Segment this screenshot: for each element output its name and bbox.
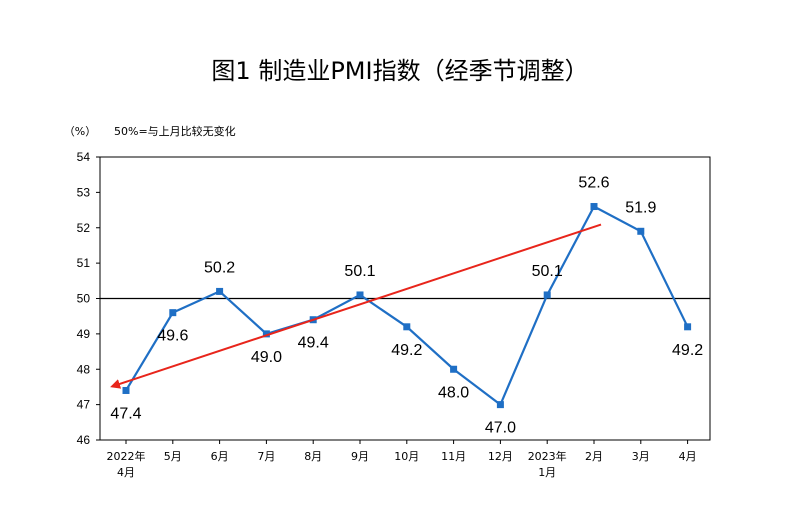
x-tick-label: 6月 <box>211 450 229 463</box>
data-label: 49.0 <box>251 349 282 366</box>
unit-label: （%） <box>64 125 96 138</box>
x-tick-label: 1月 <box>538 466 556 479</box>
data-label: 50.1 <box>344 263 375 280</box>
data-label: 49.2 <box>391 342 422 359</box>
x-tick-label: 2月 <box>585 450 603 463</box>
x-tick-label: 3月 <box>632 450 650 463</box>
data-point <box>450 365 458 373</box>
pmi-series-line <box>125 205 689 407</box>
x-axis: 2022年 4月 5月 6月 7月 8月 9月 10月 11月 12月 2023年 1月 2月 3月 4月 <box>107 440 697 479</box>
data-label: 49.2 <box>672 342 703 359</box>
decline-arrow <box>110 223 602 389</box>
data-point <box>262 330 270 338</box>
data-label: 50.2 <box>204 259 235 276</box>
x-tick-label: 4月 <box>679 450 697 463</box>
y-tick-label: 54 <box>77 150 91 164</box>
data-labels: 47.4 49.6 50.2 49.0 49.4 50.1 49.2 48.0 47.0 50.1… <box>110 175 703 437</box>
x-tick-label: 7月 <box>257 450 275 463</box>
data-point <box>356 291 364 299</box>
data-label: 50.1 <box>532 263 563 280</box>
x-tick-label: 5月 <box>164 450 182 463</box>
x-tick-label: 2022年 <box>107 449 146 463</box>
data-point <box>543 291 551 299</box>
y-tick-label: 53 <box>77 185 91 199</box>
x-tick-label: 9月 <box>351 450 369 463</box>
data-point <box>122 386 130 394</box>
data-point <box>684 323 692 331</box>
chart-title: 图1 制造业PMI指数（经季节调整） <box>211 57 588 85</box>
chart-note: 50%=与上月比较无变化 <box>114 124 236 138</box>
y-axis: 46 47 48 49 50 51 52 53 54 <box>77 150 100 447</box>
series-markers <box>122 203 692 409</box>
y-tick-label: 49 <box>77 327 91 341</box>
y-tick-label: 46 <box>77 433 91 447</box>
data-point <box>496 401 504 409</box>
data-label: 47.0 <box>485 420 516 437</box>
data-point <box>637 227 645 235</box>
x-tick-label: 12月 <box>488 450 513 463</box>
x-tick-label: 2023年 <box>528 449 567 463</box>
x-tick-label: 11月 <box>441 450 466 463</box>
data-label: 47.4 <box>110 405 141 422</box>
data-label: 49.6 <box>157 328 188 345</box>
x-tick-label: 4月 <box>117 466 135 479</box>
data-label: 52.6 <box>578 175 609 192</box>
y-tick-label: 47 <box>77 398 91 412</box>
x-tick-label: 8月 <box>304 450 322 463</box>
data-label: 51.9 <box>625 199 656 216</box>
data-label: 49.4 <box>298 335 329 352</box>
data-point <box>403 323 411 331</box>
y-tick-label: 51 <box>77 256 91 270</box>
x-tick-label: 10月 <box>394 450 419 463</box>
data-point <box>590 203 598 211</box>
data-label: 48.0 <box>438 384 469 401</box>
data-point <box>169 309 177 317</box>
y-tick-label: 50 <box>77 292 91 306</box>
y-tick-label: 52 <box>77 221 91 235</box>
data-point <box>216 287 224 295</box>
y-tick-label: 48 <box>77 362 91 376</box>
